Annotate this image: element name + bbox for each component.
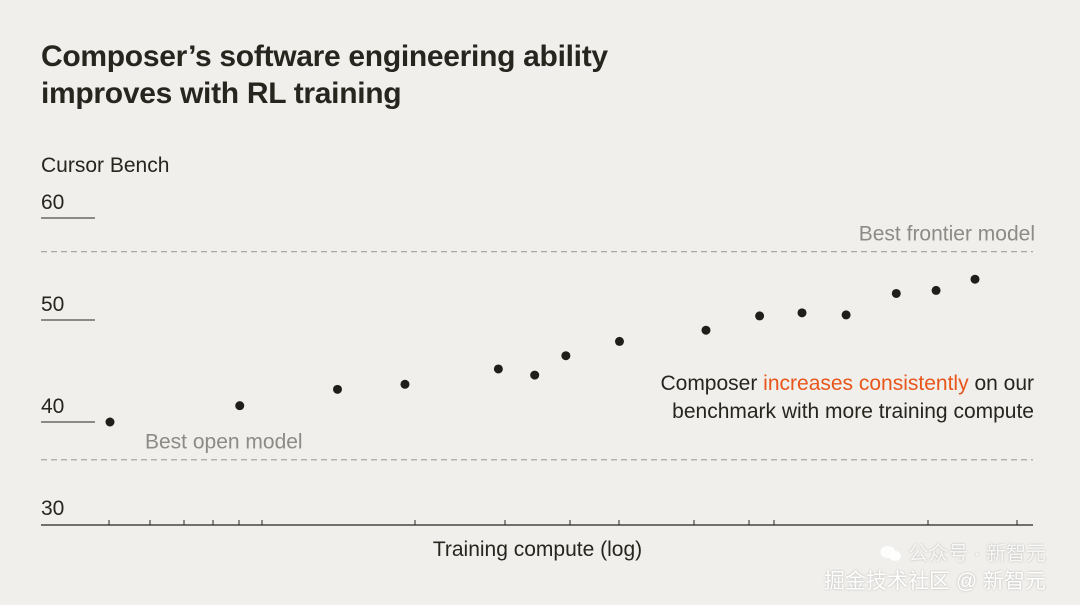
y-tick-label-60: 60 [41,191,64,214]
data-point [701,325,711,335]
annotation-line1: Composer increases consistently on our [660,370,1034,398]
reference-label-0: Best frontier model [859,223,1035,246]
data-point [797,308,807,318]
annotation-highlight: increases consistently [763,372,969,395]
data-point [105,417,115,427]
chart-title-line2: improves with RL training [41,77,402,110]
chart-title: Composer’s software engineering ability … [41,38,608,112]
watermark-line1-row: 公众号 · 新智元 [824,541,1046,568]
annotation-post: on our [968,372,1034,395]
y-axis-label: Cursor Bench [41,154,170,177]
y-tick-label-30: 30 [41,497,64,520]
wechat-icon [880,546,902,561]
data-point [841,310,851,320]
chart-title-line1: Composer’s software engineering ability [41,40,608,73]
y-tick-label-40: 40 [41,395,64,418]
data-point [235,401,245,411]
watermark: 公众号 · 新智元 掘金技术社区 @ 新智元 [824,541,1046,595]
data-point [493,364,503,374]
reference-label-1: Best open model [145,431,303,454]
data-point [530,370,540,380]
data-point [931,285,941,295]
data-point [891,288,901,298]
annotation-pre: Composer [660,372,764,395]
data-point [561,351,571,361]
y-tick-label-50: 50 [41,293,64,316]
annotation-line2: benchmark with more training compute [672,400,1034,423]
chart-annotation: Composer increases consistently on our b… [660,370,1034,426]
watermark-line2: 掘金技术社区 @ 新智元 [824,570,1046,593]
data-point [400,379,410,389]
data-point [332,384,342,394]
watermark-line1: 公众号 · 新智元 [908,543,1046,565]
data-point [755,311,765,321]
x-axis-label: Training compute (log) [432,538,643,561]
data-point [614,336,624,346]
data-point [970,274,980,284]
